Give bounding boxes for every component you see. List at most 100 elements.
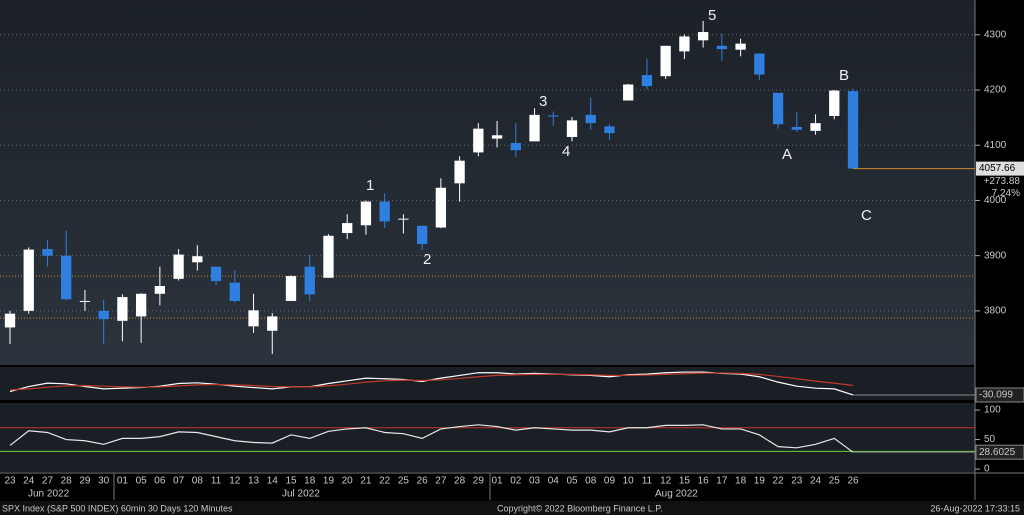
x-tick-label: 20 [342,476,354,487]
x-tick-label: 10 [623,476,635,487]
x-tick-label: 28 [61,476,73,487]
candle-body [135,293,147,317]
candle-body [623,84,634,101]
x-tick-label: 09 [604,476,616,487]
x-tick-label: 27 [435,476,447,487]
last-value-label: 28.6025 [979,447,1016,458]
y-tick-label: 0 [984,464,990,475]
candle-body [660,45,671,77]
x-tick-label: 26 [417,476,429,487]
footer-timestamp: 26-Aug-2022 17:33:15 [930,503,1020,513]
wave-label: C [861,207,872,224]
candle-body [79,300,91,302]
x-tick-label: 30 [98,476,110,487]
candle-body [491,135,503,139]
x-tick-label: 18 [304,476,316,487]
x-tick-label: 29 [79,476,91,487]
x-tick-label: 04 [548,476,560,487]
candle-body [229,282,240,301]
candle-body [285,276,297,301]
x-tick-label: 08 [585,476,597,487]
candle-body [98,310,109,320]
y-tick-label: 3800 [984,306,1007,317]
wave-label: A [782,146,792,163]
candle-body [398,218,409,220]
candle-body [641,75,653,87]
wave-label: 3 [539,93,547,110]
x-tick-label: 16 [698,476,710,487]
candle-body [566,120,578,137]
x-tick-label: 24 [23,476,35,487]
wave-label: 1 [366,177,374,194]
last-value-label: -30.099 [979,390,1013,401]
candle-body [192,256,203,263]
x-tick-label: 12 [229,476,241,487]
last-price-box [976,161,1024,176]
x-tick-label: 19 [754,476,766,487]
y-tick-label: 100 [984,405,1001,416]
candle-body [210,266,222,282]
candle-body [735,43,746,50]
candle-body [435,187,447,228]
x-tick-label: 29 [473,476,485,487]
candle-body [267,316,278,331]
x-tick-label: 17 [716,476,728,487]
x-tick-label: 25 [398,476,410,487]
x-tick-label: 01 [492,476,504,487]
y-tick-label: 50 [984,434,996,445]
candle-body [791,127,802,130]
candle-body [829,90,840,116]
x-tick-label: 18 [735,476,747,487]
candle-body [716,45,728,50]
x-tick-label: 12 [660,476,672,487]
x-tick-label: 06 [154,476,166,487]
x-tick-label: 24 [810,476,822,487]
y-tick-label: 4300 [984,29,1007,40]
x-tick-label: 26 [847,476,859,487]
candle-body [4,313,16,328]
candle-body [810,123,821,131]
x-tick-label: 03 [529,476,541,487]
x-tick-label: 01 [117,476,129,487]
wave-label: 2 [423,251,431,268]
indicator-line [9,424,854,453]
candle-body [117,297,128,321]
month-label: Jul 2022 [282,489,320,500]
month-label: Jun 2022 [28,489,70,500]
footer-bar [0,501,1024,515]
indicator-line [9,372,854,391]
y-tick-label: 4100 [984,140,1007,151]
x-tick-label: 23 [791,476,803,487]
x-tick-label: 22 [773,476,785,487]
x-tick-label: 15 [679,476,691,487]
y-tick-label: 4000 [984,195,1007,206]
last-value-box [975,444,1024,460]
candle-body [585,114,596,124]
x-tick-label: 21 [360,476,372,487]
x-tick-label: 08 [192,476,204,487]
change-label: +273.88 [984,176,1021,187]
candle-body [360,201,372,226]
x-tick-label: 28 [454,476,466,487]
candle-body [61,255,72,300]
x-tick-label: 05 [566,476,578,487]
x-tick-label: 11 [642,476,653,487]
candle-body [754,53,765,75]
month-label: Aug 2022 [655,489,698,500]
candle-body [416,225,428,245]
price-panel [0,0,975,365]
change-pct-label: 7.24% [992,188,1020,199]
y-tick-label: 4200 [984,85,1007,96]
candle-body [772,92,784,125]
candle-body [604,126,615,134]
x-tick-label: 05 [136,476,148,487]
x-tick-label: 22 [379,476,391,487]
candle-body [847,91,859,169]
candle-body [173,254,184,279]
candle-body [23,249,34,311]
footer-copyright: Copyright© 2022 Bloomberg Finance L.P. [497,503,663,513]
candle-body [304,266,315,295]
candle-body [323,235,334,278]
x-tick-label: 02 [510,476,522,487]
